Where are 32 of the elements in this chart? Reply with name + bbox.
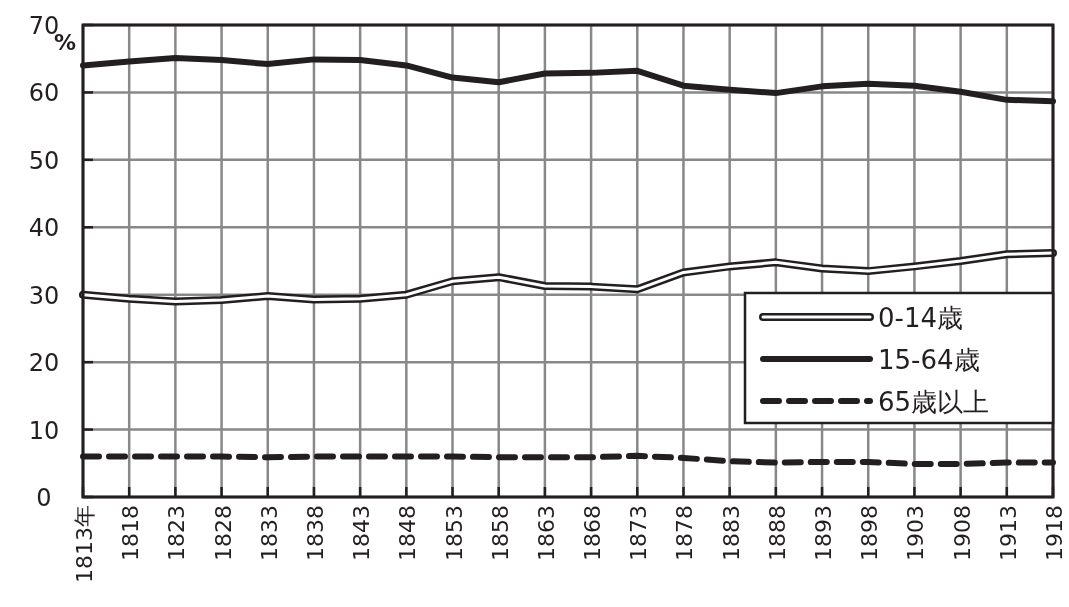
x-tick-label: 1858 <box>487 505 513 561</box>
x-tick-label: 1823 <box>164 505 190 561</box>
x-tick-label: 1813年 <box>72 505 97 583</box>
x-tick-label: 1883 <box>718 505 744 561</box>
x-tick-label: 1828 <box>210 505 236 561</box>
x-tick-label: 1908 <box>949 505 975 561</box>
x-tick-label: 1843 <box>349 505 375 561</box>
y-tick-label: 10 <box>28 416 60 445</box>
y-tick-label: 50 <box>28 146 60 175</box>
x-tick-label: 1838 <box>302 505 328 561</box>
x-tick-label: 1853 <box>441 505 467 561</box>
x-tick-label: 1818 <box>118 505 144 561</box>
x-tick-label: 1878 <box>672 505 698 561</box>
x-tick-label: 1848 <box>395 505 421 561</box>
legend-label: 65歳以上 <box>878 387 990 417</box>
x-tick-label: 1913 <box>995 505 1021 561</box>
x-tick-label: 1893 <box>811 505 837 561</box>
x-tick-label: 1873 <box>626 505 652 561</box>
y-tick-label: 0 <box>36 484 52 512</box>
y-tick-label: 40 <box>28 214 60 243</box>
x-tick-label: 1833 <box>256 505 282 561</box>
x-tick-label: 1868 <box>580 505 606 561</box>
x-tick-label: 1898 <box>857 505 883 561</box>
x-tick-label: 1888 <box>764 505 790 561</box>
y-tick-label: 60 <box>28 79 60 108</box>
x-tick-label: 1903 <box>903 505 929 561</box>
x-tick-label: 1863 <box>533 505 559 561</box>
legend-label: 0-14歳 <box>878 303 964 333</box>
y-tick-label: 20 <box>28 349 60 378</box>
legend-label: 15-64歳 <box>878 345 980 375</box>
x-tick-label: 1918 <box>1042 505 1067 561</box>
y-tick-label: 30 <box>28 281 60 310</box>
